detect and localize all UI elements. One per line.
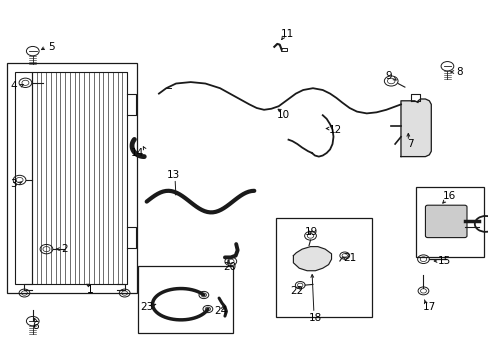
Bar <box>280 48 286 51</box>
Text: 6: 6 <box>32 321 39 331</box>
Text: 13: 13 <box>166 170 180 180</box>
Text: 10: 10 <box>277 110 289 120</box>
Polygon shape <box>400 99 430 157</box>
Bar <box>15 72 32 284</box>
Text: 19: 19 <box>304 227 318 237</box>
Text: 8: 8 <box>455 67 462 77</box>
Text: 2: 2 <box>61 244 68 254</box>
Text: 3: 3 <box>10 179 17 189</box>
Text: 7: 7 <box>407 139 413 149</box>
Text: 23: 23 <box>140 302 153 312</box>
Bar <box>276 218 371 317</box>
Bar <box>32 72 127 284</box>
Bar <box>7 63 137 293</box>
Polygon shape <box>293 247 331 271</box>
Text: 11: 11 <box>280 29 293 39</box>
FancyBboxPatch shape <box>425 205 466 238</box>
Text: 20: 20 <box>223 262 236 272</box>
Text: 24: 24 <box>214 306 227 316</box>
Text: 12: 12 <box>327 125 341 135</box>
Text: 17: 17 <box>422 302 435 312</box>
Text: 21: 21 <box>342 253 356 264</box>
Text: 9: 9 <box>385 71 391 81</box>
Text: 1: 1 <box>87 285 94 295</box>
Text: 16: 16 <box>442 191 456 201</box>
Text: 14: 14 <box>131 148 144 158</box>
Text: 18: 18 <box>308 312 322 323</box>
Text: 15: 15 <box>436 256 450 266</box>
Bar <box>415 187 483 257</box>
Text: 4: 4 <box>10 81 17 91</box>
Bar <box>138 266 233 333</box>
Text: 22: 22 <box>290 286 304 296</box>
Text: 5: 5 <box>48 42 55 52</box>
Text: 1: 1 <box>87 285 94 295</box>
